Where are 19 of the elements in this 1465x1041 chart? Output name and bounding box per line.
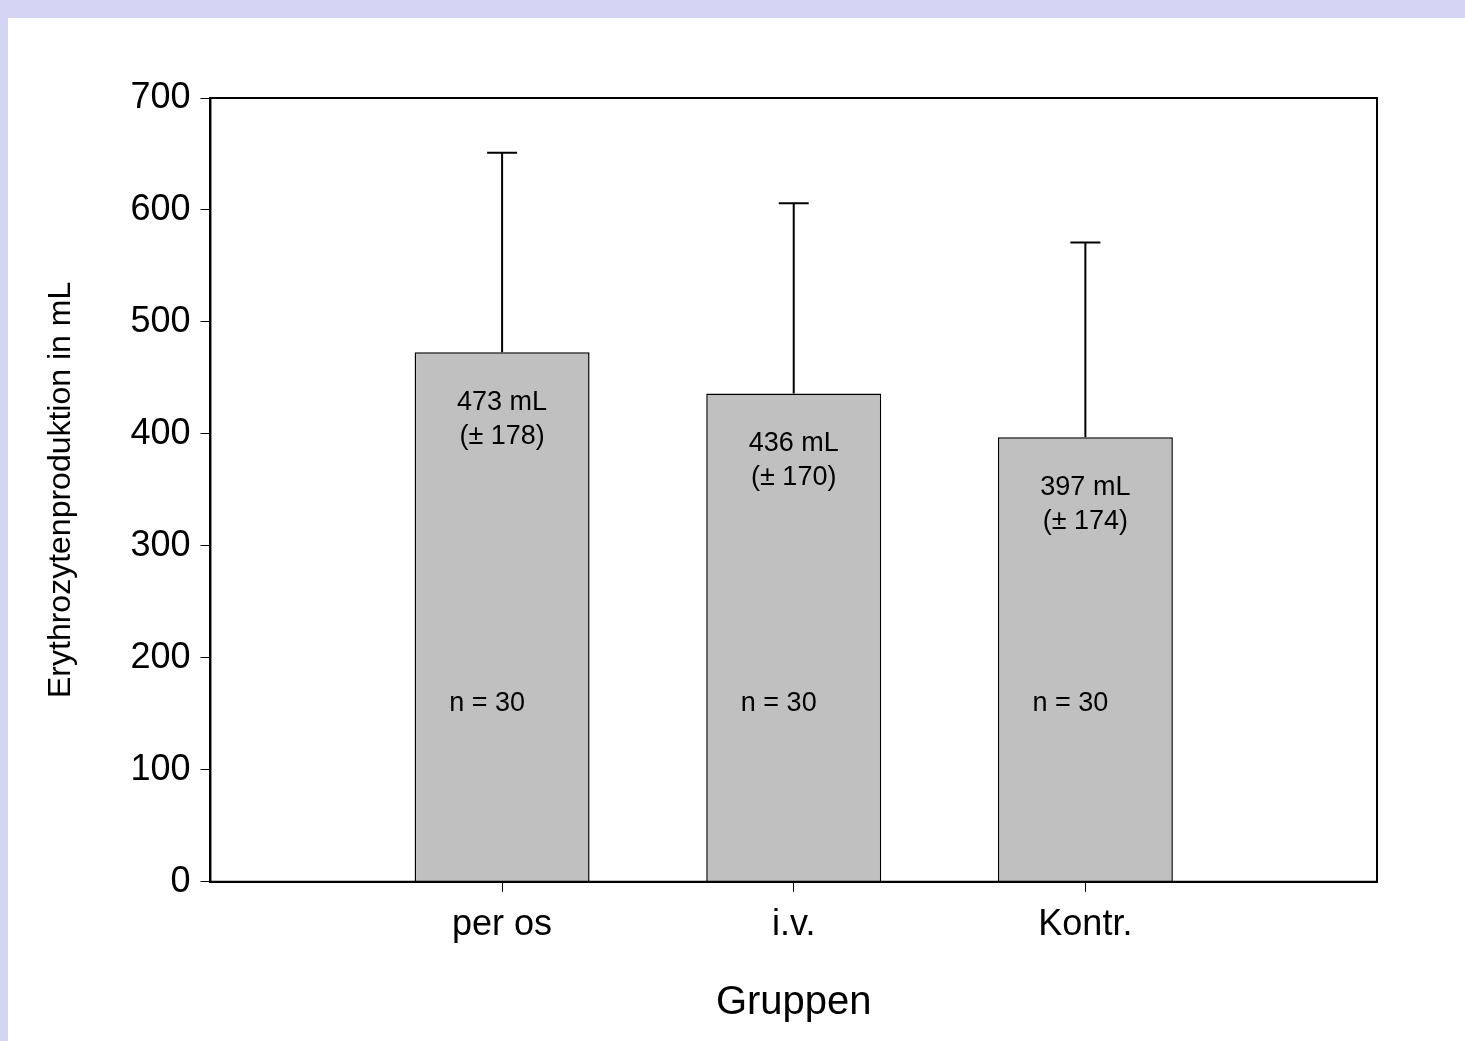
y-tick-label: 400 (130, 410, 191, 452)
x-tick-label: i.v. (772, 902, 816, 944)
y-tick-label: 700 (130, 74, 191, 116)
y-tick-label: 200 (130, 634, 191, 676)
data-label: 436 mL (± 170) (748, 427, 839, 492)
annotation: n = 30 (1032, 687, 1109, 718)
y-tick-label: 300 (130, 522, 191, 564)
y-axis-title: Erythrozytenproduktion in mL (41, 281, 78, 698)
data-label: 473 mL (± 178) (457, 385, 548, 450)
y-tick-label: 600 (130, 186, 191, 228)
y-tick-label: 500 (130, 298, 191, 340)
y-tick-label: 100 (130, 746, 191, 788)
data-label: 397 mL (± 174) (1040, 470, 1131, 535)
annotation: n = 30 (449, 687, 526, 718)
x-tick-label: Kontr. (1038, 902, 1133, 944)
y-tick-label: 0 (170, 858, 191, 900)
x-tick-label: per os (452, 902, 553, 944)
annotation: n = 30 (740, 687, 817, 718)
x-axis-title: Gruppen (715, 978, 872, 1023)
